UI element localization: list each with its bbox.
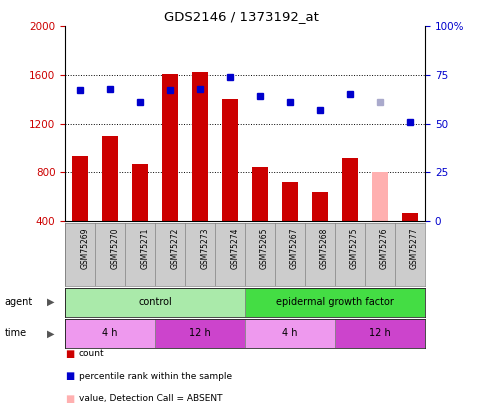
Text: value, Detection Call = ABSENT: value, Detection Call = ABSENT <box>79 394 222 403</box>
Text: 4 h: 4 h <box>283 328 298 338</box>
Text: ▶: ▶ <box>47 328 55 338</box>
Text: GSM75268: GSM75268 <box>320 227 329 269</box>
Text: GDS2146 / 1373192_at: GDS2146 / 1373192_at <box>164 10 319 23</box>
Text: 12 h: 12 h <box>369 328 391 338</box>
Bar <box>222 99 239 221</box>
Bar <box>192 72 208 221</box>
Bar <box>245 319 335 348</box>
Bar <box>72 156 88 221</box>
Bar <box>102 136 118 221</box>
Text: GSM75272: GSM75272 <box>170 227 179 269</box>
Bar <box>372 172 388 221</box>
Bar <box>342 158 358 221</box>
Text: GSM75271: GSM75271 <box>140 227 149 269</box>
Text: 12 h: 12 h <box>189 328 211 338</box>
Text: percentile rank within the sample: percentile rank within the sample <box>79 372 232 381</box>
Text: GSM75273: GSM75273 <box>200 227 209 269</box>
Text: ▶: ▶ <box>47 297 55 307</box>
Text: epidermal growth factor: epidermal growth factor <box>276 297 394 307</box>
Text: GSM75275: GSM75275 <box>350 227 359 269</box>
Bar <box>252 167 269 221</box>
Bar <box>282 182 298 221</box>
Bar <box>335 319 425 348</box>
Text: ■: ■ <box>65 371 74 381</box>
Text: ■: ■ <box>65 349 74 359</box>
Bar <box>65 288 245 317</box>
Bar <box>402 213 418 221</box>
Text: count: count <box>79 350 104 358</box>
Bar <box>245 288 425 317</box>
Text: ■: ■ <box>65 394 74 403</box>
Text: GSM75276: GSM75276 <box>380 227 389 269</box>
Bar <box>155 319 245 348</box>
Text: time: time <box>5 328 27 338</box>
Text: GSM75270: GSM75270 <box>110 227 119 269</box>
Text: GSM75265: GSM75265 <box>260 227 269 269</box>
Bar <box>65 319 155 348</box>
Text: agent: agent <box>5 297 33 307</box>
Bar <box>162 74 178 221</box>
Text: GSM75274: GSM75274 <box>230 227 239 269</box>
Bar <box>312 192 328 221</box>
Text: 4 h: 4 h <box>102 328 118 338</box>
Text: GSM75267: GSM75267 <box>290 227 299 269</box>
Bar <box>132 164 148 221</box>
Text: control: control <box>138 297 172 307</box>
Text: GSM75269: GSM75269 <box>80 227 89 269</box>
Text: GSM75277: GSM75277 <box>410 227 419 269</box>
